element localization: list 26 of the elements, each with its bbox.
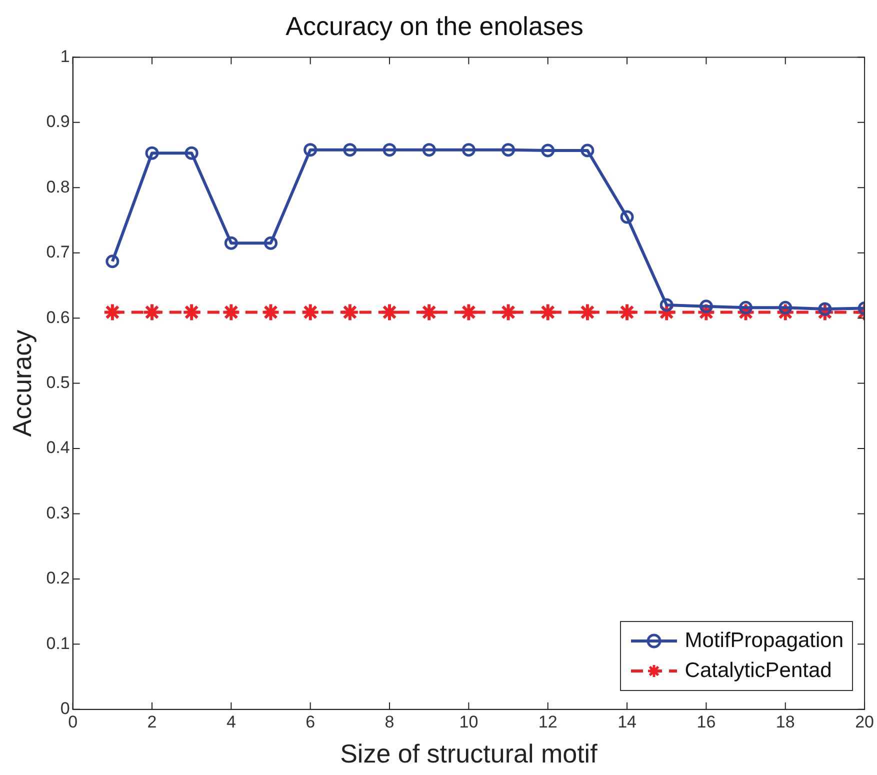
x-tick-label: 18 <box>776 712 795 732</box>
x-tick-label: 12 <box>538 712 558 732</box>
x-tick-label: 4 <box>226 712 236 732</box>
y-tick-label: 0.8 <box>46 177 70 196</box>
y-tick-label: 0.2 <box>46 568 70 588</box>
x-tick-label: 2 <box>147 712 157 732</box>
y-tick-label: 0.3 <box>46 503 70 522</box>
x-tick-label: 6 <box>306 712 316 732</box>
legend-label: CatalyticPentad <box>684 659 832 684</box>
x-tick-label: 16 <box>696 712 716 732</box>
y-axis-title: Accuracy <box>6 330 37 437</box>
y-tick-label: 0 <box>60 699 70 718</box>
y-tick-label: 0.7 <box>46 242 70 262</box>
y-tick-label: 0.5 <box>46 372 70 392</box>
x-tick-label: 8 <box>384 712 394 732</box>
y-tick-label: 0.4 <box>46 438 70 458</box>
legend-label: MotifPropagation <box>684 629 844 654</box>
y-tick-label: 0.1 <box>46 634 70 653</box>
x-tick-label: 20 <box>855 712 874 732</box>
y-tick-label: 1 <box>60 46 70 66</box>
y-tick-label: 0.9 <box>46 112 70 132</box>
chart-title: Accuracy on the enolases <box>286 10 584 41</box>
y-tick-label: 0.6 <box>46 308 70 327</box>
x-tick-label: 14 <box>618 712 636 732</box>
x-tick-label: 10 <box>459 712 478 732</box>
x-axis-title: Size of structural motif <box>340 738 598 769</box>
